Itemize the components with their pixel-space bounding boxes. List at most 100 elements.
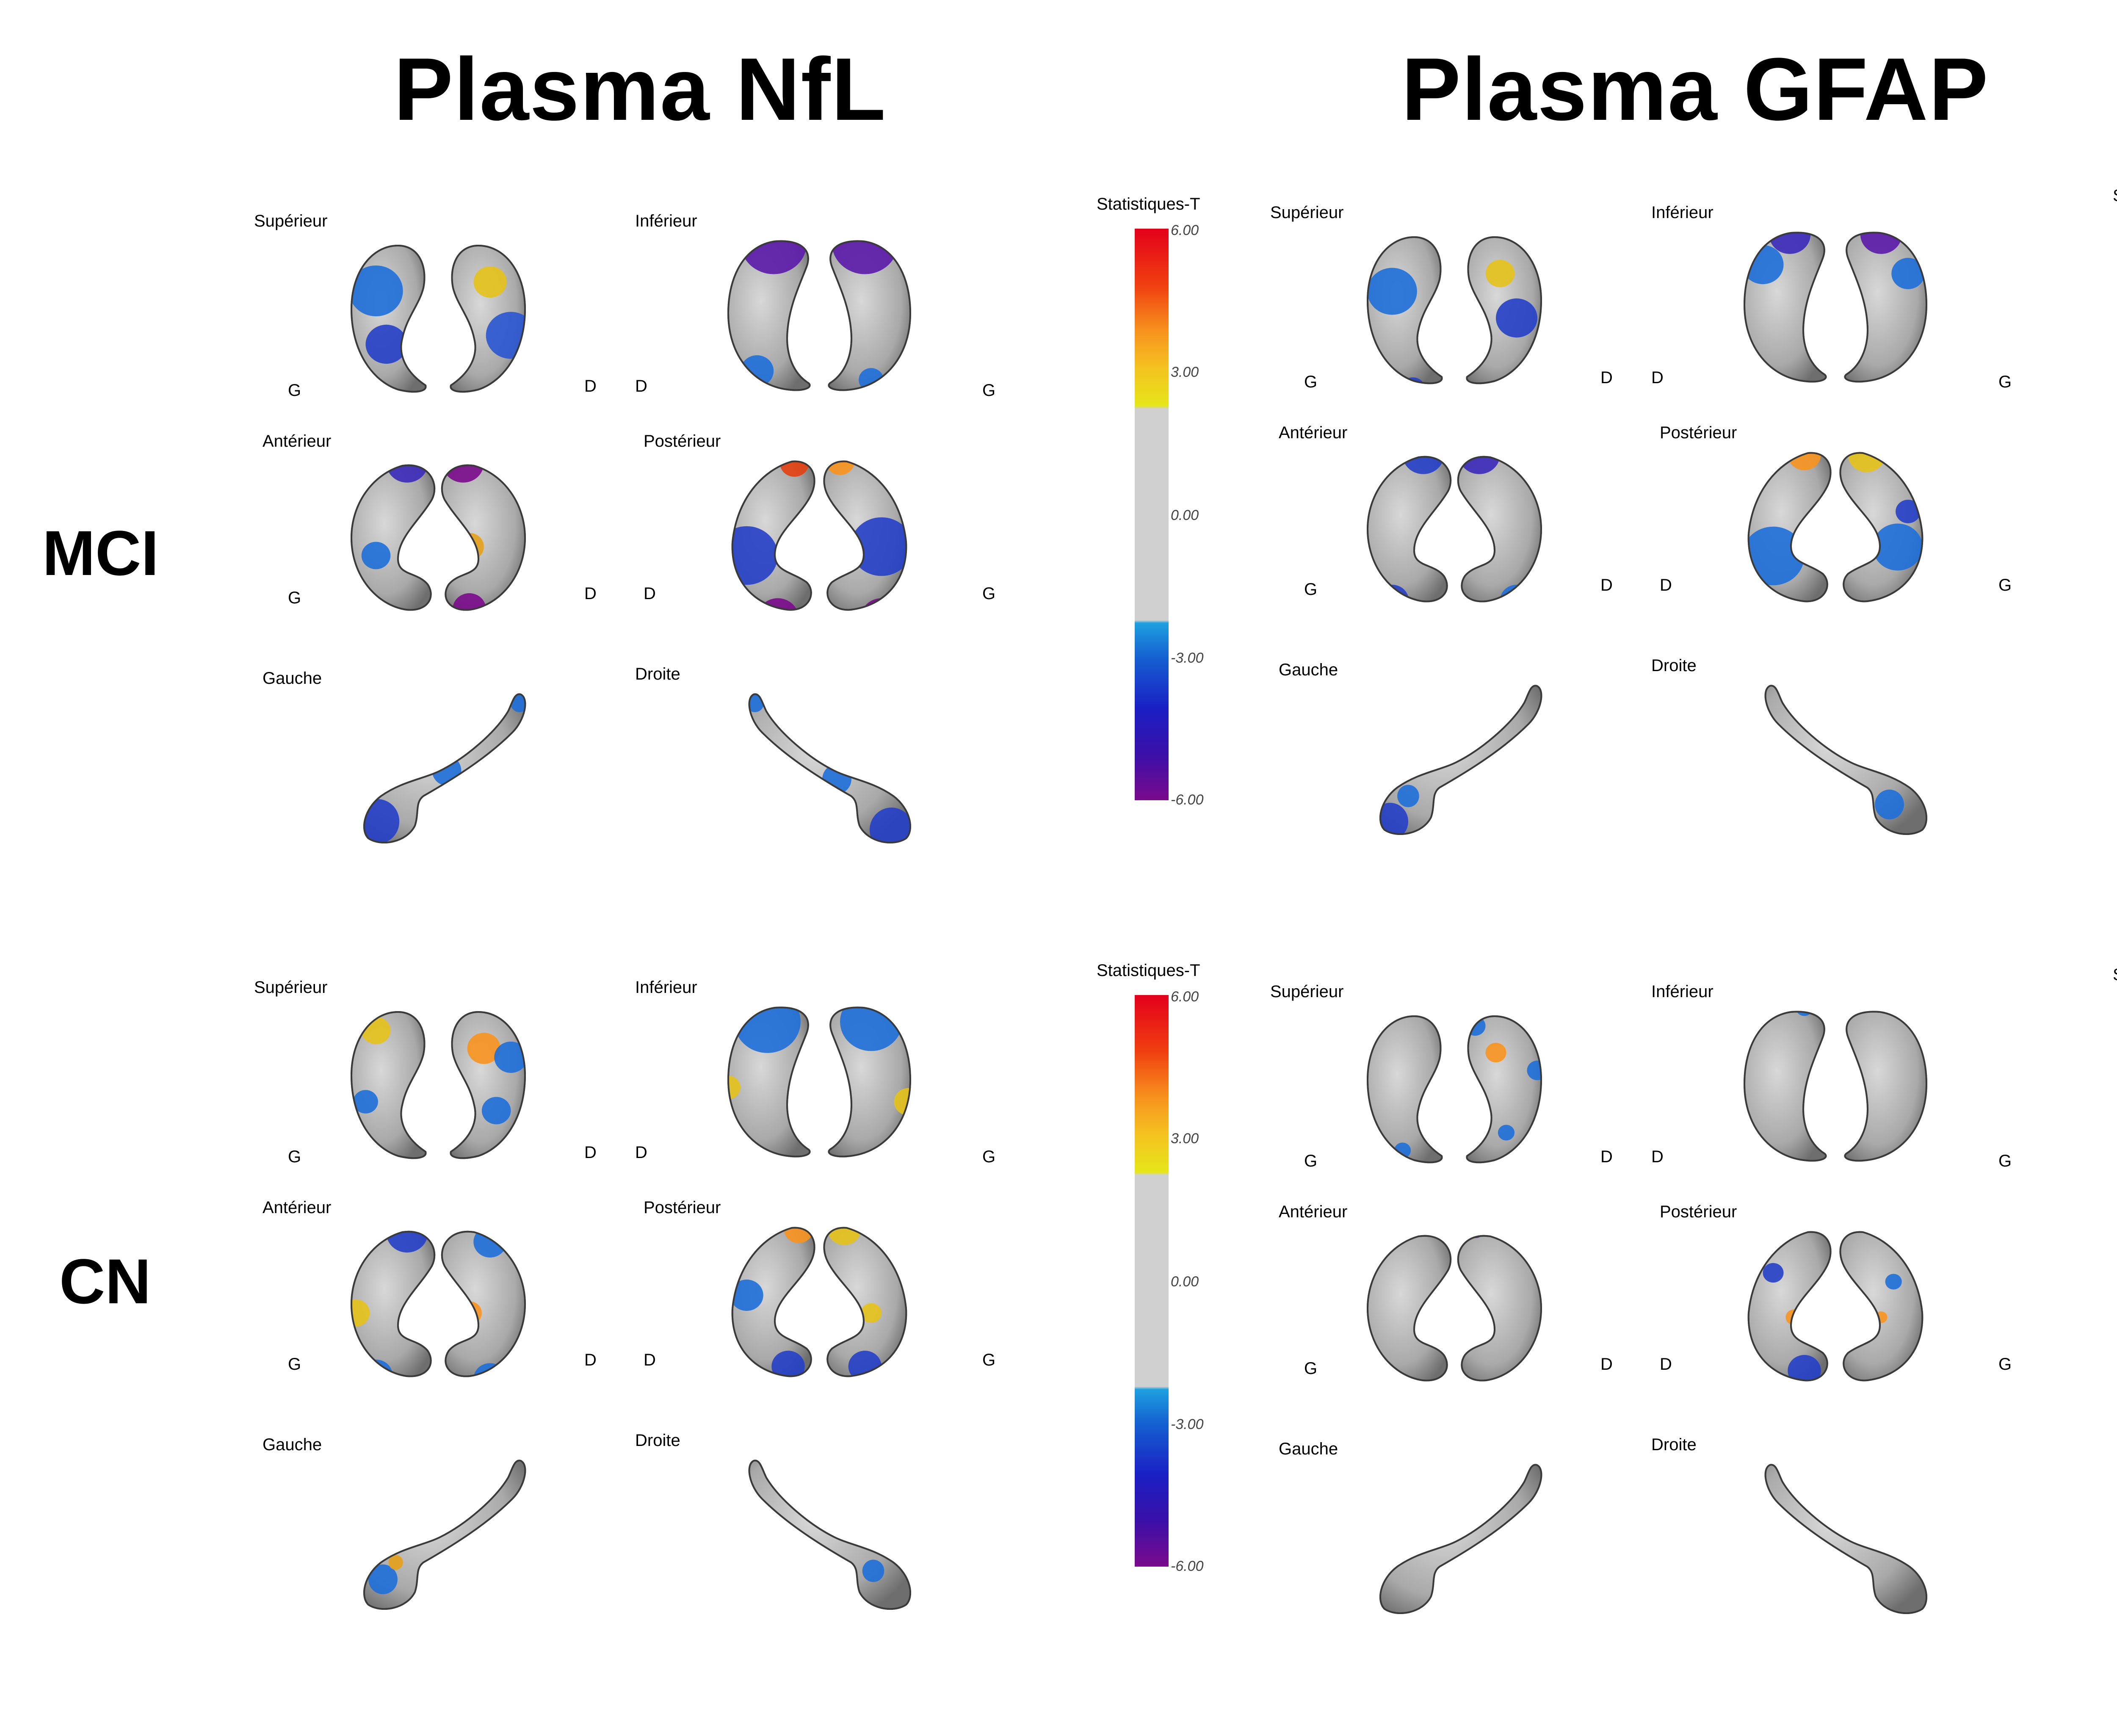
- ventricle-outline: [748, 1460, 911, 1610]
- ventricle-outline: [1366, 1015, 1443, 1164]
- tstat-cluster: [1485, 1042, 1506, 1063]
- row-title-cn: CN: [59, 1246, 151, 1317]
- ventricle-outline: [1466, 1015, 1542, 1164]
- ventricle-view-inferior: [727, 240, 912, 391]
- ventricle-outline: [1379, 1464, 1542, 1614]
- figure-panel-nfl-mci: Supérieur Inférieur Antérieur Postérieur…: [237, 178, 1355, 965]
- view-label-superior: Supérieur: [254, 212, 328, 230]
- view-label-left: Gauche: [1279, 661, 1338, 679]
- tstat-cluster: [732, 526, 778, 585]
- view-label-inferior: Inférieur: [1651, 982, 1713, 1001]
- tstat-cluster: [861, 1303, 882, 1323]
- tstat-cluster: [850, 517, 906, 576]
- orientation-g: G: [1998, 576, 2012, 594]
- orientation-g: G: [1998, 373, 2012, 391]
- colorbar-tick: 3.00: [1171, 364, 1199, 380]
- ventricle-view-posterior: [1747, 1231, 1924, 1382]
- tstat-cluster: [351, 265, 403, 317]
- orientation-d: D: [584, 584, 597, 603]
- colorbar-tick: -6.00: [1171, 1558, 1204, 1574]
- tstat-cluster: [364, 799, 400, 843]
- orientation-d: D: [1651, 1147, 1664, 1166]
- tstat-cluster: [1873, 523, 1923, 571]
- ventricle-view-anterior: [350, 1230, 526, 1377]
- view-label-inferior: Inférieur: [635, 212, 697, 230]
- orientation-d: D: [644, 584, 656, 603]
- ventricle-outline: [1366, 236, 1443, 384]
- ventricle-outline: [1457, 1235, 1542, 1382]
- tstat-cluster: [473, 266, 507, 298]
- column-title-nfl: Plasma NfL: [394, 39, 887, 139]
- ventricle-view-superior: [1366, 1015, 1542, 1164]
- ventricle-outline: [363, 1460, 526, 1610]
- ventricle-view-right: [1764, 1464, 1927, 1614]
- ventricle-outline: [828, 1006, 912, 1158]
- tstat-cluster: [1860, 232, 1902, 254]
- orientation-g: G: [1304, 1359, 1318, 1378]
- tstat-cluster: [1744, 1012, 1761, 1025]
- ventricle-outline: [1747, 452, 1832, 603]
- figure-panel-gfap-mci: Supérieur Inférieur Antérieur Postérieur…: [1253, 169, 2117, 957]
- tstat-cluster: [1896, 500, 1921, 523]
- ventricle-outline: [1844, 1011, 1928, 1162]
- tstat-cluster: [353, 1090, 378, 1114]
- orientation-g: G: [288, 1355, 301, 1374]
- tstat-cluster: [1496, 298, 1537, 338]
- ventricle-view-posterior: [1747, 452, 1924, 603]
- ventricle-outline: [727, 240, 811, 391]
- tstat-cluster: [494, 1042, 525, 1073]
- tstat-cluster: [1402, 456, 1444, 474]
- ventricle-outline: [731, 1227, 815, 1377]
- orientation-g: G: [982, 584, 996, 603]
- ventricle-view-inferior: [727, 1006, 912, 1158]
- tstat-cluster: [732, 1280, 763, 1311]
- ventricle-view-posterior: [731, 460, 907, 611]
- colorbar-title: Statistiques-T: [2113, 186, 2117, 205]
- ventricle-view-anterior: [1366, 1235, 1542, 1382]
- tstat-cluster: [1763, 1263, 1784, 1283]
- ventricle-outline: [1839, 1231, 1924, 1382]
- ventricle-outline: [350, 1011, 427, 1159]
- orientation-g: G: [1304, 373, 1318, 391]
- view-label-anterior: Antérieur: [263, 432, 332, 451]
- colorbar-tick: -3.00: [1171, 650, 1204, 666]
- tstat-cluster: [386, 465, 428, 483]
- figure-panel-nfl-cn: Supérieur Inférieur Antérieur Postérieur…: [237, 944, 1355, 1732]
- colorbar-title: Statistiques-T: [2113, 965, 2117, 984]
- column-title-gfap: Plasma GFAP: [1401, 39, 1989, 139]
- tstat-cluster: [1375, 585, 1409, 602]
- ventricle-outline: [1379, 685, 1542, 835]
- ventricle-outline: [350, 464, 436, 611]
- tstat-cluster: [827, 1227, 861, 1245]
- view-label-superior: Supérieur: [254, 978, 328, 997]
- orientation-d: D: [1600, 1147, 1613, 1166]
- ventricle-view-inferior: [1743, 232, 1928, 383]
- ventricle-view-superior: [350, 1011, 526, 1159]
- tstat-cluster: [1744, 245, 1784, 285]
- view-label-inferior: Inférieur: [1651, 203, 1713, 222]
- ventricle-outline: [731, 460, 815, 611]
- ventricle-outline: [350, 1230, 436, 1377]
- tstat-cluster: [859, 368, 884, 390]
- ventricle-surface: [1457, 1235, 1542, 1382]
- colorbar-tick: -3.00: [1171, 1416, 1204, 1432]
- view-label-left: Gauche: [263, 669, 322, 688]
- tstat-cluster: [1748, 526, 1805, 586]
- tstat-cluster: [1498, 1125, 1515, 1141]
- view-label-superior: Supérieur: [1270, 982, 1344, 1001]
- tstat-cluster: [848, 1351, 882, 1377]
- ventricle-view-superior: [350, 244, 526, 393]
- view-label-anterior: Antérieur: [263, 1198, 332, 1217]
- tstat-cluster: [1875, 789, 1904, 820]
- view-label-right: Droite: [635, 665, 680, 683]
- view-label-inferior: Inférieur: [635, 978, 697, 997]
- orientation-g: G: [288, 589, 301, 607]
- tstat-cluster: [1485, 260, 1515, 287]
- orientation-g: G: [1998, 1355, 2012, 1374]
- tstat-cluster: [473, 1363, 507, 1377]
- tstat-cluster: [481, 1097, 511, 1125]
- orientation-g: G: [1304, 580, 1318, 599]
- orientation-g: G: [982, 1351, 996, 1369]
- tstat-cluster: [869, 807, 910, 843]
- orientation-d: D: [584, 1351, 597, 1369]
